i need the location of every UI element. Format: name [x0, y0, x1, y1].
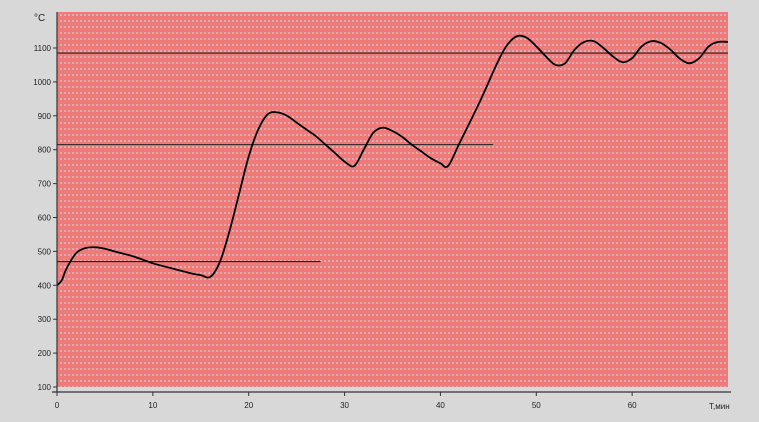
y-tick-label: 900 [38, 112, 52, 121]
y-axis-ticks: 100 200 300 400 500 600 700 800 900 1000 1100 [33, 44, 57, 392]
reference-lines [57, 52, 728, 263]
y-tick-label: 500 [38, 247, 52, 256]
x-axis-ticks: 0 10 20 30 40 50 60 [55, 392, 637, 410]
x-tick-label: 10 [148, 401, 157, 410]
x-tick-label: 20 [244, 401, 253, 410]
y-tick-label: 700 [38, 180, 52, 189]
x-tick-label: 60 [628, 401, 637, 410]
x-tick-label: 0 [55, 401, 60, 410]
x-tick-label: 40 [436, 401, 445, 410]
plot-background [57, 12, 728, 387]
y-tick-label: 600 [38, 214, 52, 223]
y-tick-label: 100 [38, 383, 52, 392]
y-tick-label: 1100 [34, 44, 52, 53]
y-tick-label: 1000 [33, 78, 51, 87]
y-axis-label: °C [34, 13, 45, 24]
x-tick-label: 30 [340, 401, 349, 410]
series-layer [56, 34, 729, 286]
x-tick-label: 50 [532, 401, 541, 410]
temperature-series-line [56, 34, 729, 286]
y-tick-label: 300 [38, 315, 52, 324]
y-tick-label: 800 [38, 146, 52, 155]
y-tick-label: 400 [38, 281, 52, 290]
x-axis-label: T,мин [709, 402, 730, 411]
y-tick-label: 200 [38, 349, 52, 358]
